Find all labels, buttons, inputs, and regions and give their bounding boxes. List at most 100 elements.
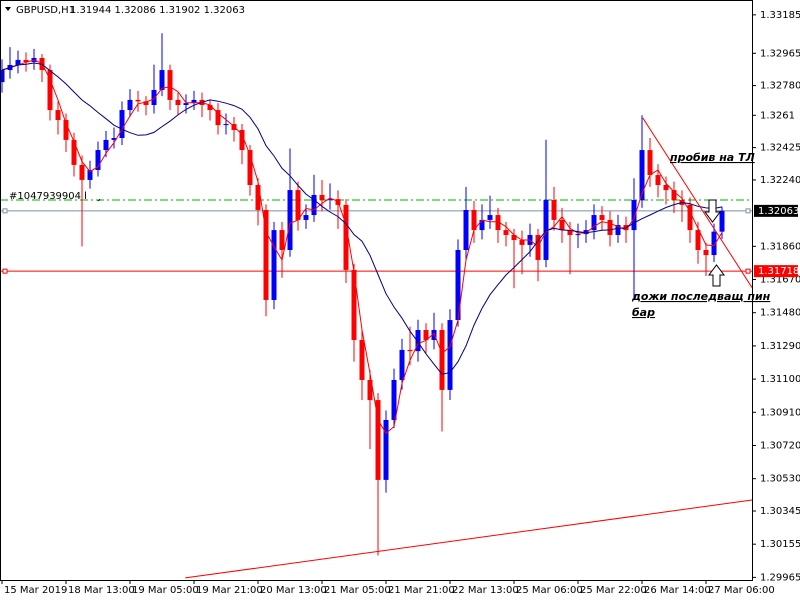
candle-body: [615, 225, 621, 235]
x-tick-label: 18 Mar 13:00: [68, 585, 135, 596]
y-tick-label: 1.29965: [760, 572, 800, 583]
x-tick-label: 19 Mar 05:00: [132, 585, 199, 596]
trendline: [642, 117, 753, 288]
x-tick-label: 21 Mar 05:00: [324, 585, 391, 596]
candle-body: [663, 185, 669, 191]
x-tick-label: 19 Mar 21:00: [196, 585, 263, 596]
candle-body: [695, 230, 701, 250]
level-handle: [745, 268, 751, 274]
candle-body: [647, 150, 653, 176]
level-handle: [2, 268, 8, 274]
candle-body: [247, 150, 253, 186]
candle-body: [143, 101, 149, 105]
candle-body: [471, 209, 477, 231]
y-tick-label: 1.32780: [760, 81, 800, 92]
candle-body: [423, 330, 429, 340]
candle-body: [95, 150, 101, 170]
candle-body: [207, 104, 213, 111]
candle-body: [503, 230, 509, 235]
x-tick-label: 25 Mar 22:00: [580, 585, 647, 596]
candle-body: [631, 200, 637, 231]
candle-body: [407, 349, 413, 352]
candle-body: [79, 164, 85, 180]
price-box: [754, 204, 798, 217]
annotation: пробив на ТЛ: [670, 151, 755, 164]
candle-body: [303, 215, 309, 220]
candle-body: [391, 379, 397, 420]
candle-body: [559, 219, 565, 231]
candle-body: [127, 99, 133, 111]
plot: #1047939904 buy: [0, 33, 753, 579]
y-tick-label: 1.31480: [760, 308, 800, 319]
candle-body: [103, 139, 109, 151]
candle-body: [447, 320, 453, 390]
candle-body: [63, 120, 69, 140]
annotation: бар: [632, 306, 655, 319]
candle-body: [455, 249, 461, 321]
candle-body: [599, 215, 605, 220]
y-tick-label: 1.31860: [760, 241, 800, 252]
candle-body: [487, 215, 493, 220]
candle-body: [15, 59, 21, 65]
x-tick-label: 25 Mar 06:00: [516, 585, 583, 596]
menu-arrow: [5, 7, 11, 11]
candle-body: [167, 70, 173, 100]
order-label: #1047939904 buy: [9, 191, 103, 202]
price-box: [754, 265, 798, 278]
candle-body: [239, 129, 245, 151]
candle-body: [327, 199, 333, 201]
plot-border: [0, 0, 753, 581]
x-tick-label: 22 Mar 13:00: [452, 585, 519, 596]
y-tick-label: 1.31670: [760, 275, 800, 286]
arrow-up: [708, 264, 725, 287]
candle-body: [591, 215, 597, 231]
candle-body: [0, 70, 5, 83]
candle-body: [543, 200, 549, 260]
x-tick-label: 21 Mar 21:00: [388, 585, 455, 596]
candle-body: [119, 110, 125, 139]
level-handle: [2, 208, 8, 214]
y-tick-label: 1.3261: [760, 110, 795, 121]
candle-body: [607, 219, 613, 235]
candle-body: [415, 330, 421, 352]
candle-body: [319, 194, 325, 201]
quote: 1.31944 1.32086 1.31902 1.32063: [70, 5, 245, 16]
x-tick-label: 26 Mar 14:00: [644, 585, 711, 596]
price-box-label: 1.32063: [758, 206, 799, 217]
candle-body: [535, 234, 541, 260]
candle-body: [135, 99, 141, 102]
candle-body: [431, 330, 437, 340]
candle-body: [719, 210, 725, 232]
candle-body: [87, 169, 93, 180]
label-mask: [86, 190, 126, 200]
candle-body: [671, 190, 677, 201]
candle-body: [375, 400, 381, 480]
candle-body: [343, 204, 349, 270]
level-handle: [745, 208, 751, 214]
candle-body: [655, 175, 661, 186]
candle-body: [271, 230, 277, 300]
y-tick-label: 1.30720: [760, 440, 800, 451]
candle-body: [191, 99, 197, 104]
candle-body: [223, 124, 229, 126]
candle-body: [175, 99, 181, 105]
candle-body: [71, 139, 77, 165]
candle-body: [111, 138, 117, 140]
candle-body: [383, 419, 389, 480]
candle-body: [47, 70, 53, 111]
chart-title: GBPUSD,H1: [16, 5, 75, 16]
candle-body: [159, 70, 165, 90]
x-tick-label: 15 Mar 2019: [4, 585, 67, 596]
candle-body: [463, 209, 469, 250]
candle-body: [575, 234, 581, 236]
y-tick-label: 1.32965: [760, 48, 800, 59]
candle-body: [711, 231, 717, 256]
arrow-down: [704, 199, 721, 223]
candle-body: [287, 190, 293, 250]
candle-body: [479, 219, 485, 231]
price-box-label: 1.31718: [758, 266, 799, 277]
y-tick-label: 1.30910: [760, 407, 800, 418]
candle-body: [367, 379, 373, 401]
